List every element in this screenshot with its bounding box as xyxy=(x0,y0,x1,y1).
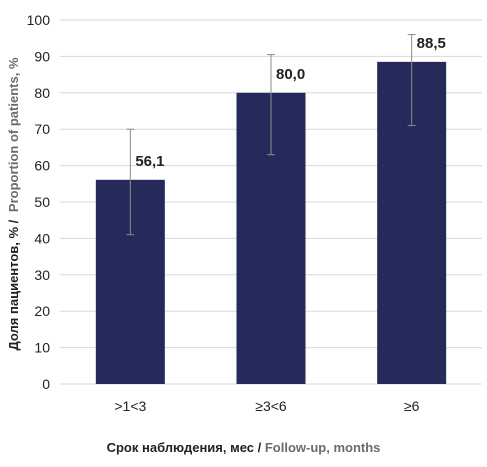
y-axis-label: Доля пациентов, % / Proportion of patien… xyxy=(6,57,21,350)
y-axis-label-ru: Доля пациентов, % / xyxy=(6,219,21,350)
y-tick-label: 10 xyxy=(34,340,50,356)
error-bars xyxy=(126,34,416,236)
y-tick-label: 40 xyxy=(34,230,50,246)
x-tick-label: >1<3 xyxy=(114,398,146,414)
y-tick-label: 90 xyxy=(34,48,50,64)
y-tick-label: 50 xyxy=(34,194,50,210)
y-tick-label: 30 xyxy=(34,267,50,283)
y-axis-label-en: Proportion of patients, % xyxy=(6,57,21,212)
x-axis-ticks: >1<3 ≥3<6 ≥6 xyxy=(114,398,419,414)
y-tick-label: 80 xyxy=(34,85,50,101)
data-label: 88,5 xyxy=(417,35,446,52)
x-tick-label: ≥3<6 xyxy=(255,398,287,414)
x-tick-label: ≥6 xyxy=(404,398,420,414)
y-tick-label: 70 xyxy=(34,121,50,137)
data-label: 80,0 xyxy=(276,66,305,83)
data-labels: 56,1 80,0 88,5 xyxy=(135,35,446,170)
x-axis-label-ru: Срок наблюдения, мес / xyxy=(106,440,262,455)
y-tick-label: 0 xyxy=(42,376,50,392)
y-tick-label: 20 xyxy=(34,303,50,319)
y-tick-label: 60 xyxy=(34,158,50,174)
y-tick-label: 100 xyxy=(27,12,51,28)
x-axis-label: Срок наблюдения, мес / Follow-up, months xyxy=(0,440,487,455)
data-label: 56,1 xyxy=(135,153,164,170)
y-axis-ticks: 0 10 20 30 40 50 60 70 80 90 100 xyxy=(27,12,51,392)
x-axis-label-en: Follow-up, months xyxy=(264,440,381,455)
